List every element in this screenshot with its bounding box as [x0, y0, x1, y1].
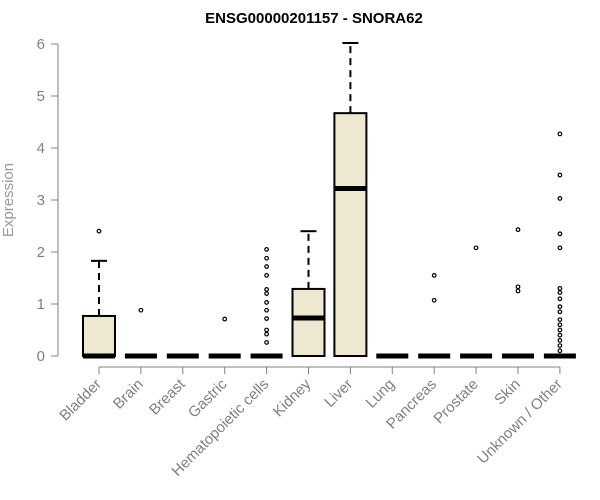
- box-group: [460, 245, 493, 359]
- outlier-point: [557, 286, 563, 291]
- x-tick-label: Kidney: [270, 375, 315, 420]
- x-tick-label: Prostate: [430, 376, 482, 428]
- outlier-point: [557, 343, 563, 349]
- box-group: [82, 228, 116, 359]
- x-tick-label: Bladder: [56, 376, 105, 425]
- outlier-point: [557, 131, 563, 137]
- outlier-point: [557, 196, 563, 201]
- outlier-point: [557, 172, 563, 178]
- box-group: [250, 246, 283, 359]
- outlier-point: [557, 309, 563, 315]
- box-group: [418, 273, 451, 359]
- outlier-point: [557, 231, 563, 237]
- x-tick-label: Breast: [146, 375, 189, 418]
- y-tick-label: 6: [37, 36, 45, 53]
- outlier-point: [222, 316, 228, 322]
- x-tick-label: Lung: [363, 376, 399, 412]
- x-tick-label: Skin: [491, 376, 524, 409]
- y-tick-label: 5: [37, 88, 45, 105]
- outlier-point: [557, 348, 563, 354]
- outlier-point: [264, 255, 270, 261]
- box-group: [543, 131, 576, 359]
- outlier-point: [557, 338, 563, 343]
- outlier-point: [515, 288, 521, 294]
- box-body: [291, 287, 326, 358]
- outlier-point: [264, 307, 270, 313]
- outlier-point: [557, 317, 563, 323]
- y-tick-label: 4: [37, 140, 45, 157]
- box-group: [208, 316, 241, 359]
- outlier-point: [264, 340, 270, 345]
- outlier-point: [557, 322, 563, 328]
- y-axis: 0 1 2 3 4 5 6: [37, 36, 59, 365]
- y-tick-label: 1: [37, 296, 45, 313]
- box-group: [124, 307, 157, 359]
- outlier-point: [515, 227, 521, 233]
- y-tick-label: 3: [37, 192, 45, 209]
- outlier-point: [557, 290, 563, 295]
- outlier-point: [138, 307, 144, 313]
- outlier-point: [264, 327, 270, 333]
- outlier-point: [264, 300, 270, 305]
- x-tick-label: Liver: [321, 376, 356, 411]
- outlier-point: [264, 316, 270, 321]
- outlier-point: [431, 297, 437, 303]
- outlier-point: [264, 273, 270, 278]
- outlier-point: [264, 287, 270, 292]
- outlier-point: [264, 246, 270, 252]
- outlier-point: [557, 332, 563, 338]
- box-group: [502, 227, 534, 359]
- outlier-point: [473, 245, 479, 251]
- outlier-point: [557, 327, 563, 333]
- box-group: [333, 41, 368, 357]
- y-tick-label: 2: [37, 244, 45, 261]
- outlier-point: [557, 245, 563, 251]
- outlier-point: [557, 296, 563, 302]
- plot-area: [82, 41, 576, 359]
- outlier-point: [557, 304, 563, 310]
- outlier-point: [264, 331, 270, 337]
- box-group: [291, 230, 326, 358]
- outlier-point: [515, 284, 521, 290]
- y-tick-label: 0: [37, 348, 45, 365]
- outlier-point: [264, 264, 270, 269]
- box-body: [333, 112, 368, 357]
- outlier-point: [431, 273, 437, 278]
- chart-title: ENSG00000201157 - SNORA62: [205, 10, 423, 27]
- outlier-point: [96, 228, 102, 234]
- y-axis-label: Expression: [0, 163, 17, 237]
- x-tick-label: Brain: [110, 376, 147, 413]
- outlier-point: [264, 291, 270, 297]
- box-body: [82, 314, 116, 357]
